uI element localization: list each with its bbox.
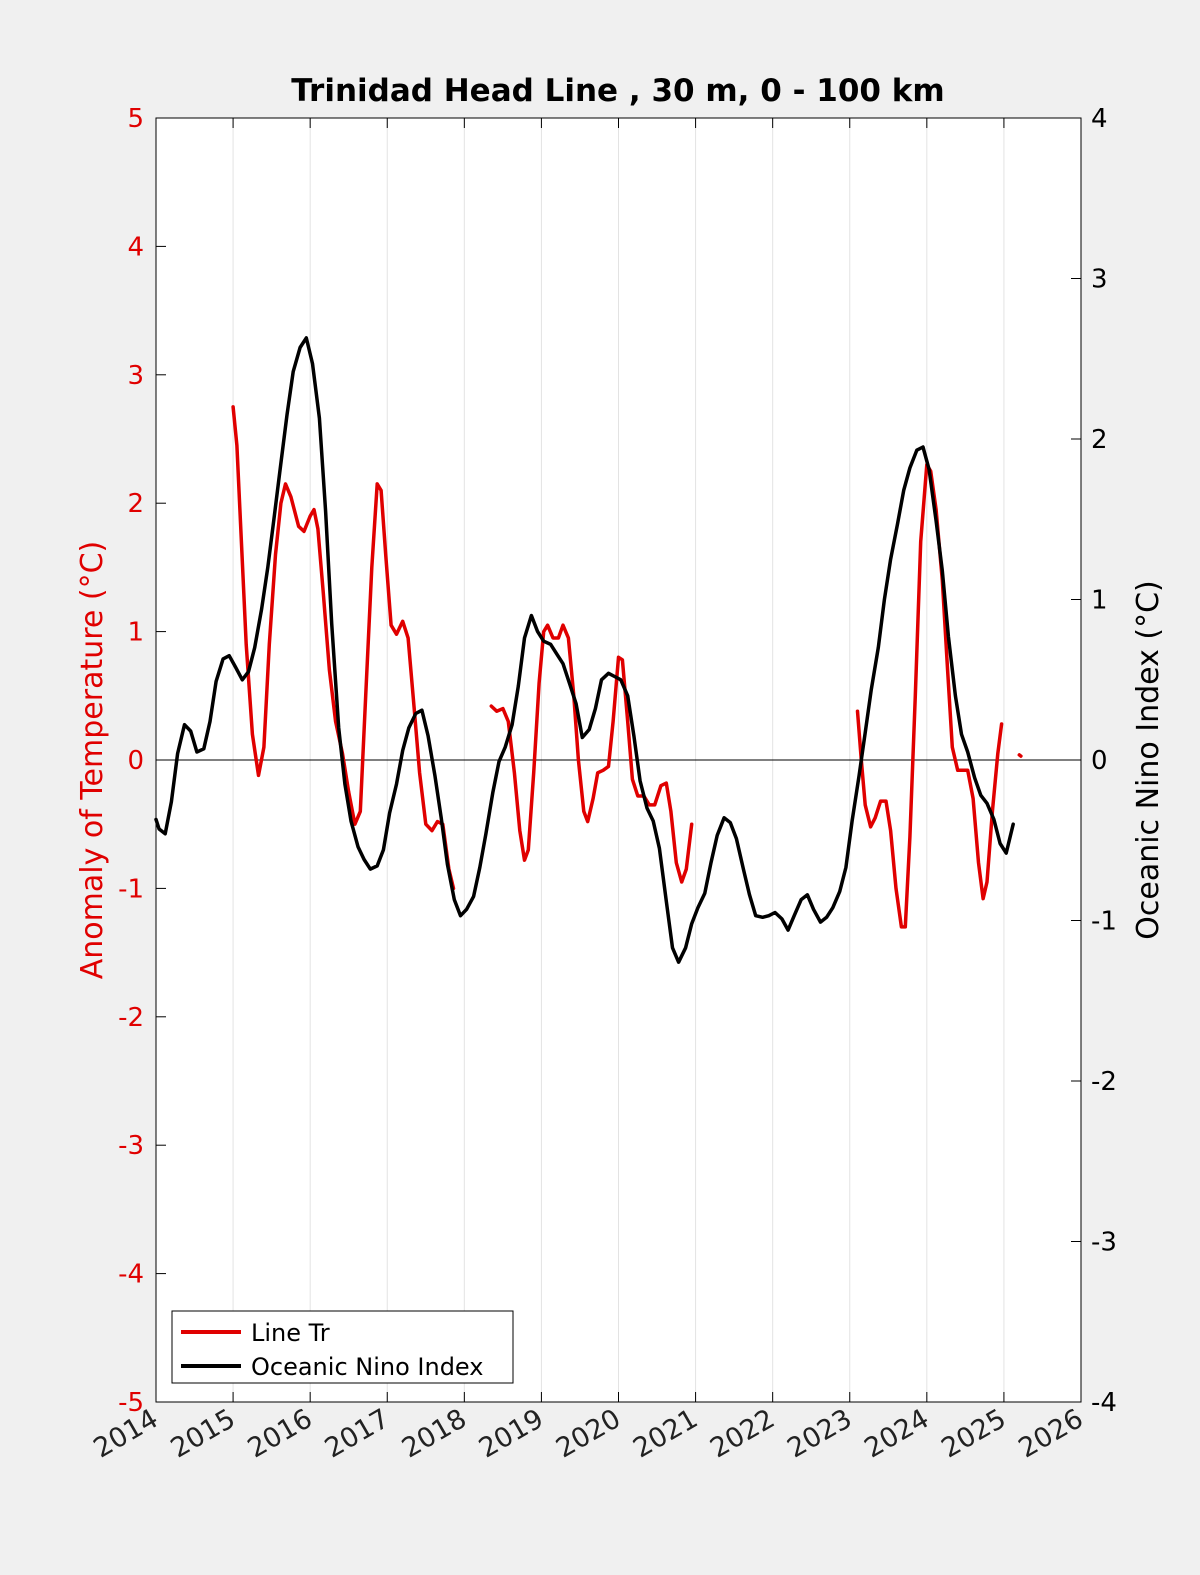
left-tick-label: 0 [127,746,144,776]
legend-label-line-tr: Line Tr [251,1319,330,1347]
right-tick-label: -4 [1091,1388,1117,1418]
right-tick-label: -2 [1091,1067,1117,1097]
x-tick-label: 2020 [551,1403,626,1464]
x-tick-label: 2024 [859,1403,934,1464]
left-tick-label: -2 [118,1003,144,1033]
x-tick-label: 2019 [474,1403,549,1464]
x-tick-label: 2025 [936,1403,1011,1464]
series-lines [154,336,1023,964]
right-axis: 4 3 2 1 0 -1 -2 -3 -4 [1071,104,1117,1418]
left-tick-label: 2 [127,489,144,519]
x-tick-label: 2023 [782,1403,857,1464]
x-tick-label: 2017 [320,1403,395,1464]
left-tick-label: -1 [118,874,144,904]
left-tick-label: 1 [127,618,144,648]
legend-label-oni: Oceanic Nino Index [251,1353,483,1381]
left-tick-label: 3 [127,361,144,391]
chart-title: Trinidad Head Line , 30 m, 0 - 100 km [291,73,944,109]
legend-box [171,1310,514,1384]
right-tick-label: -3 [1091,1228,1117,1258]
x-tick-label: 2021 [628,1403,703,1464]
right-tick-label: 1 [1091,586,1108,616]
left-tick-label: -4 [118,1260,144,1290]
x-tick-label: 2015 [166,1403,241,1464]
left-tick-label: 5 [127,104,144,134]
series-segment [1017,753,1023,758]
series-oceanic-nino-index [154,336,1015,964]
series-segment [154,336,1015,964]
series-segment [489,623,694,884]
left-tick-label: -5 [118,1388,144,1418]
right-tick-label: -1 [1091,907,1117,937]
right-axis-label: Oceanic Nino Index (°C) [1131,580,1166,940]
x-tick-label: 2022 [705,1403,780,1464]
left-tick-label: -3 [118,1131,144,1161]
left-axis-label: Anomaly of Temperature (°C) [75,541,110,980]
x-tick-label: 2016 [243,1403,318,1464]
left-tick-label: 4 [127,232,144,262]
right-tick-label: 2 [1091,425,1108,455]
x-tick-label: 2026 [1013,1403,1088,1464]
right-tick-label: 3 [1091,265,1108,295]
legend: Line Tr Oceanic Nino Index [171,1310,514,1384]
right-tick-label: 4 [1091,104,1108,134]
right-tick-label: 0 [1091,746,1108,776]
left-axis: 5 4 3 2 1 0 -1 -2 -3 -4 -5 [118,104,166,1418]
x-tick-label: 2018 [397,1403,472,1464]
